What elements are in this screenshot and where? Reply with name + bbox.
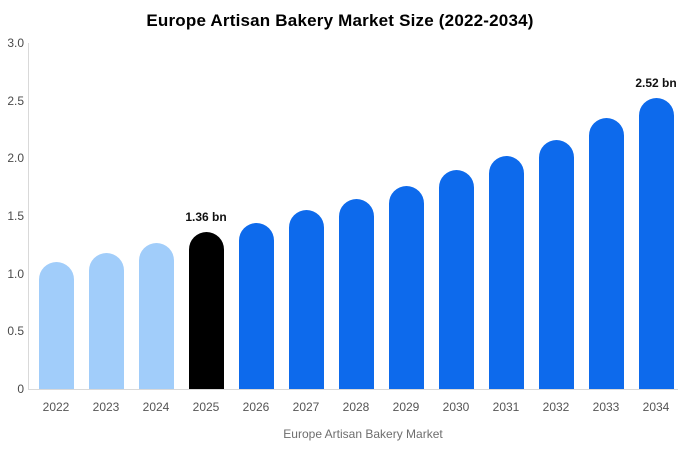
bar-2027: [288, 210, 324, 389]
bar-2024: [138, 243, 174, 389]
legend-swatch: [237, 428, 276, 441]
x-tick-label: 2031: [492, 400, 520, 414]
x-tick-label: 2027: [292, 400, 320, 414]
bar-2034: [638, 98, 674, 389]
bar-2032: [538, 140, 574, 389]
x-tick-label: 2028: [342, 400, 370, 414]
bar-2028: [338, 199, 374, 389]
x-tick-label: 2029: [392, 400, 420, 414]
y-tick-label: 2.5: [7, 93, 24, 108]
x-tick-label: 2022: [42, 400, 70, 414]
bar-2030: [438, 170, 474, 389]
data-label: 2.52 bn: [635, 76, 677, 90]
bar-2022: [38, 262, 74, 389]
y-tick-label: 0.5: [7, 324, 24, 339]
bar-2023: [88, 253, 124, 389]
bar-2026: [238, 223, 274, 389]
x-tick-label: 2025: [192, 400, 220, 414]
bar-2029: [388, 186, 424, 389]
y-tick-label: 3.0: [7, 36, 24, 50]
y-tick-label: 2.0: [7, 151, 24, 166]
x-tick-label: 2026: [242, 400, 270, 414]
legend-label: Europe Artisan Bakery Market: [283, 427, 443, 441]
x-tick-label: 2030: [442, 400, 470, 414]
y-axis-line: [28, 43, 29, 390]
bar-2025: [188, 232, 224, 389]
x-tick-label: 2034: [642, 400, 670, 414]
x-tick-label: 2024: [142, 400, 170, 414]
bar-2031: [488, 156, 524, 389]
x-tick-label: 2023: [92, 400, 120, 414]
bar-2033: [588, 118, 624, 389]
x-tick-label: 2033: [592, 400, 620, 414]
y-tick-label: 1.0: [7, 266, 24, 281]
legend: Europe Artisan Bakery Market: [0, 424, 680, 444]
x-axis-line: [28, 389, 678, 390]
x-tick-label: 2032: [542, 400, 570, 414]
y-tick-label: 0: [17, 382, 24, 396]
y-tick-label: 1.5: [7, 209, 24, 223]
chart-title: Europe Artisan Bakery Market Size (2022-…: [146, 11, 534, 30]
data-label: 1.36 bn: [185, 210, 227, 224]
